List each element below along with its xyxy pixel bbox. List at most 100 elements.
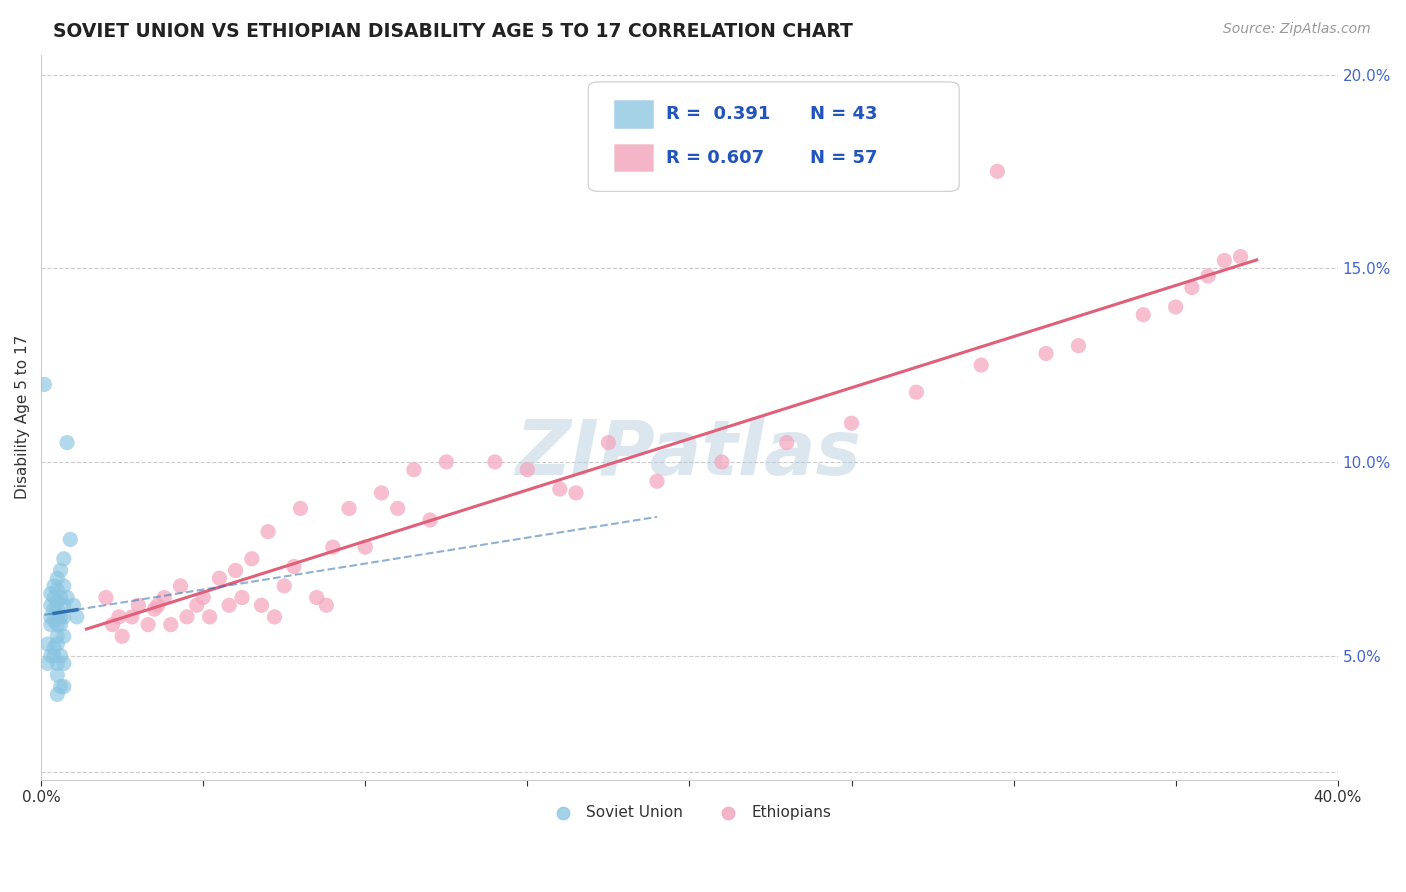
Point xyxy=(565,486,588,500)
Point xyxy=(370,486,392,500)
Point xyxy=(56,435,79,450)
Point xyxy=(49,591,72,605)
Point xyxy=(1164,300,1187,314)
Point xyxy=(66,610,89,624)
Point xyxy=(419,513,441,527)
Point xyxy=(59,533,82,547)
Point xyxy=(146,599,169,613)
Point xyxy=(42,614,65,628)
Point xyxy=(49,617,72,632)
Point xyxy=(52,599,75,613)
Point xyxy=(354,540,377,554)
Point xyxy=(1213,253,1236,268)
Point xyxy=(46,594,69,608)
Point xyxy=(49,680,72,694)
Point xyxy=(305,591,328,605)
Point xyxy=(159,617,181,632)
Point xyxy=(46,668,69,682)
Point xyxy=(186,599,208,613)
Point xyxy=(49,563,72,577)
Point xyxy=(283,559,305,574)
Legend: Soviet Union, Ethiopians: Soviet Union, Ethiopians xyxy=(541,799,838,826)
FancyBboxPatch shape xyxy=(614,100,654,128)
Text: R = 0.607: R = 0.607 xyxy=(666,149,765,167)
Point xyxy=(645,475,668,489)
Point xyxy=(250,599,273,613)
Text: N = 43: N = 43 xyxy=(810,105,877,123)
Point xyxy=(225,563,247,577)
Point xyxy=(1132,308,1154,322)
Point xyxy=(1181,280,1204,294)
Point xyxy=(39,648,62,663)
Point xyxy=(434,455,457,469)
FancyBboxPatch shape xyxy=(588,82,959,192)
Point xyxy=(52,610,75,624)
Point xyxy=(257,524,280,539)
Text: ZIPatlas: ZIPatlas xyxy=(516,417,862,491)
Point xyxy=(39,610,62,624)
Point xyxy=(1197,268,1219,283)
Point xyxy=(273,579,295,593)
Point xyxy=(198,610,221,624)
Point xyxy=(315,599,337,613)
Point xyxy=(52,629,75,643)
Point xyxy=(986,164,1008,178)
Point xyxy=(52,551,75,566)
Point xyxy=(1035,346,1057,360)
Point xyxy=(46,687,69,701)
Text: N = 57: N = 57 xyxy=(810,149,877,167)
Point xyxy=(46,571,69,585)
Point xyxy=(37,657,59,671)
Point xyxy=(49,610,72,624)
Point xyxy=(143,602,166,616)
Point xyxy=(231,591,253,605)
Point xyxy=(176,610,198,624)
Point xyxy=(101,617,124,632)
Point xyxy=(263,610,285,624)
Point xyxy=(402,463,425,477)
Point xyxy=(136,617,159,632)
Point xyxy=(111,629,134,643)
Point xyxy=(46,617,69,632)
Text: SOVIET UNION VS ETHIOPIAN DISABILITY AGE 5 TO 17 CORRELATION CHART: SOVIET UNION VS ETHIOPIAN DISABILITY AGE… xyxy=(53,22,853,41)
Point xyxy=(42,579,65,593)
Point xyxy=(121,610,143,624)
Point xyxy=(42,602,65,616)
Point xyxy=(484,455,506,469)
Point xyxy=(39,617,62,632)
Point xyxy=(841,416,863,430)
Point xyxy=(39,599,62,613)
Point xyxy=(153,591,176,605)
FancyBboxPatch shape xyxy=(614,144,654,171)
Point xyxy=(62,599,84,613)
Point xyxy=(970,358,993,372)
Point xyxy=(598,435,620,450)
Point xyxy=(42,640,65,655)
Point xyxy=(337,501,360,516)
Point xyxy=(290,501,312,516)
Point xyxy=(49,648,72,663)
Point xyxy=(516,463,538,477)
Point xyxy=(46,637,69,651)
Text: Source: ZipAtlas.com: Source: ZipAtlas.com xyxy=(1223,22,1371,37)
Point xyxy=(1067,339,1090,353)
Point xyxy=(46,602,69,616)
Point xyxy=(127,599,149,613)
Point xyxy=(218,599,240,613)
Point xyxy=(108,610,131,624)
Point xyxy=(208,571,231,585)
Point xyxy=(46,610,69,624)
Point xyxy=(710,455,733,469)
Text: R =  0.391: R = 0.391 xyxy=(666,105,770,123)
Point xyxy=(387,501,409,516)
Point xyxy=(46,657,69,671)
Point xyxy=(42,591,65,605)
Point xyxy=(52,579,75,593)
Point xyxy=(548,482,571,496)
Point xyxy=(193,591,215,605)
Point xyxy=(240,551,263,566)
Point xyxy=(52,680,75,694)
Point xyxy=(1229,250,1251,264)
Y-axis label: Disability Age 5 to 17: Disability Age 5 to 17 xyxy=(15,335,30,500)
Point xyxy=(94,591,117,605)
